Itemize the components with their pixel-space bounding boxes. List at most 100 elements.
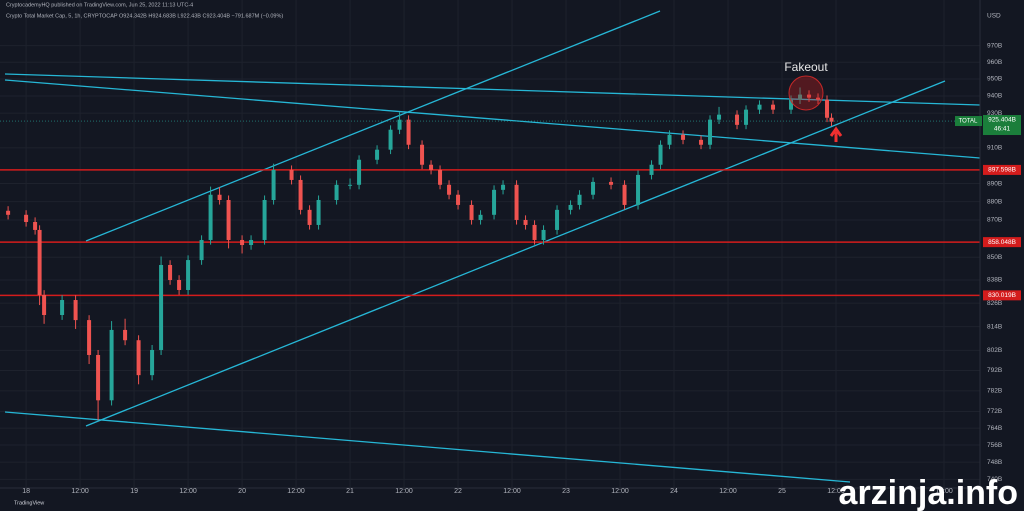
trend-line (4, 79, 981, 159)
candle-body (397, 119, 402, 130)
candle-body (271, 169, 276, 201)
candle-body (501, 184, 506, 190)
y-tick-label: 960B (987, 59, 1002, 66)
candle-body (109, 329, 114, 401)
candle-body (789, 99, 794, 110)
x-tick-label: 24 (670, 488, 678, 495)
level-label: 858.048B (988, 239, 1016, 246)
candle-body (699, 139, 704, 145)
level-tag (983, 290, 1021, 301)
x-tick-label: 12:00 (287, 488, 305, 495)
annotation: Fakeout (784, 60, 828, 74)
level-label: 830.019B (988, 292, 1016, 299)
candle-body (307, 209, 312, 225)
last-price-tag (983, 115, 1021, 136)
candle-body (667, 134, 672, 145)
x-tick-label: 12:00 (179, 488, 197, 495)
y-axis-label: USD (987, 13, 1001, 20)
symbol-line: Crypto Total Market Cap, 5, 1h, CRYPTOCA… (6, 13, 283, 19)
y-tick-label: 940B (987, 93, 1002, 100)
candle-body (469, 204, 474, 220)
y-tick-label: 792B (987, 367, 1002, 374)
candle-body (609, 181, 614, 185)
y-tick-label: 950B (987, 76, 1002, 83)
level-tag (983, 237, 1021, 248)
candle-body (816, 97, 821, 100)
candle-body (240, 239, 245, 246)
candle-body (226, 200, 231, 240)
candle-body (658, 144, 663, 165)
fakeout-circle (788, 75, 824, 111)
y-tick-label: 850B (987, 254, 1002, 261)
y-tick-label: 782B (987, 388, 1002, 395)
candle-body (735, 114, 740, 125)
y-tick-label: 870B (987, 217, 1002, 224)
candle-body (24, 214, 29, 222)
x-tick-label: 12:00 (719, 488, 737, 495)
candle-body (42, 294, 47, 316)
level-tag (983, 164, 1021, 175)
candle-body (523, 219, 528, 225)
x-tick-label: 12:00 (395, 488, 413, 495)
candle-body (456, 194, 461, 205)
trend-line (85, 10, 661, 242)
x-tick-label: 20 (238, 488, 246, 495)
candle-body (186, 260, 191, 290)
candle-body (568, 204, 573, 210)
candle-body (87, 320, 92, 355)
candle-body (541, 229, 546, 240)
candle-body (447, 184, 452, 195)
candles (6, 87, 834, 421)
candle-body (492, 189, 497, 215)
y-tick-label: 880B (987, 198, 1002, 205)
y-tick-label: 764B (987, 425, 1002, 432)
candle-body (438, 169, 443, 185)
y-tick-label: 910B (987, 145, 1002, 152)
candle-body (96, 354, 101, 401)
candle-body (177, 280, 182, 290)
candle-body (159, 264, 164, 350)
candle-body (33, 221, 38, 230)
watermark: arzinja.info (839, 474, 1018, 511)
axes: 970B 960B 950B 940B 930B 910B 890B 880B 870B 850B… (0, 42, 1021, 495)
candle-body (532, 224, 537, 240)
x-tick-label: 19 (130, 488, 138, 495)
candle-body (37, 229, 42, 295)
y-tick-label: 748B (987, 459, 1002, 466)
candle-body (217, 194, 222, 201)
y-tick-label: 838B (987, 277, 1002, 284)
candle-body (757, 104, 762, 110)
candle-body (73, 300, 78, 321)
candle-body (357, 159, 362, 185)
candle-body (514, 184, 519, 220)
candle-body (825, 99, 830, 118)
candle-body (262, 200, 267, 240)
x-tick-label: 22 (454, 488, 462, 495)
candle-body (348, 184, 353, 186)
last-price-label: 925.404B (988, 117, 1016, 124)
x-tick-label: 25 (778, 488, 786, 495)
candle-body (478, 214, 483, 220)
candle-body (744, 109, 749, 125)
candle-body (334, 184, 339, 201)
x-tick-label: 12:00 (71, 488, 89, 495)
countdown: 46:41 (994, 126, 1011, 133)
candle-body (771, 104, 776, 110)
candle-body (6, 210, 11, 215)
candle-body (577, 194, 582, 205)
candle-body (316, 200, 321, 225)
last-name-tag (955, 116, 982, 127)
candle-body (406, 119, 411, 145)
y-tick-label: 772B (987, 408, 1002, 415)
candle-body (591, 181, 596, 195)
y-tick-label: 802B (987, 347, 1002, 354)
candle-body (289, 169, 294, 180)
candle-body (717, 114, 722, 120)
candle-body (298, 179, 303, 210)
x-tick-label: 18 (22, 488, 30, 495)
candle-body (199, 239, 204, 261)
candle-body (123, 329, 128, 341)
y-tick-label: 740B (987, 476, 1002, 483)
